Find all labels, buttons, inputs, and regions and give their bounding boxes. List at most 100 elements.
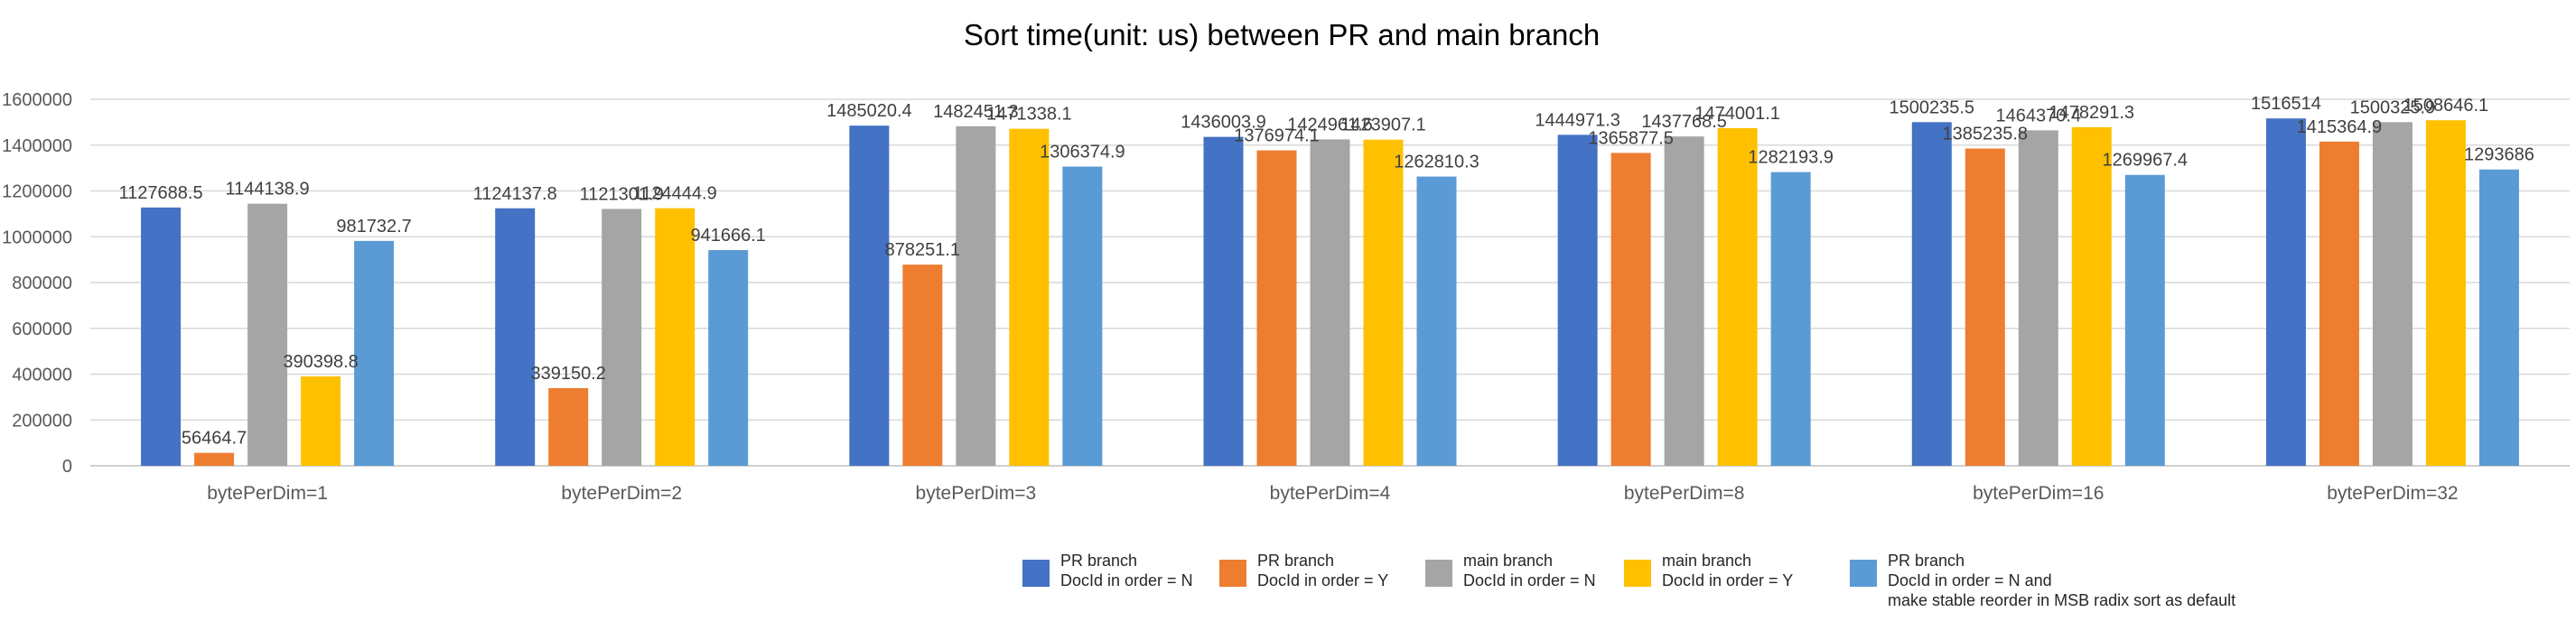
bar [1610,153,1651,467]
bar [2071,126,2112,466]
bar [2124,174,2165,466]
data-label: 941666.1 [691,226,766,246]
bar [2425,120,2466,467]
bar [1363,139,1404,466]
legend-label: PR branch DocId in order = Y [1257,552,1388,589]
data-label: 1365877.5 [1588,128,1674,148]
legend-swatch [1022,560,1050,587]
bar [2265,118,2306,466]
y-tick-label: 600000 [12,320,72,339]
bar [1009,128,1050,467]
x-tick-label: bytePerDim=32 [2327,483,2458,504]
data-label: 1262810.3 [1394,153,1479,172]
bar [902,264,943,466]
bar [2372,122,2413,466]
data-label: 1485020.4 [826,101,912,121]
bar [194,452,235,466]
x-tick-label: bytePerDim=2 [561,483,682,504]
bar [247,203,288,467]
y-tick-label: 400000 [12,366,72,385]
data-label: 1415364.9 [2297,117,2383,137]
data-label: 56464.7 [182,429,247,449]
legend-label: main branch DocId in order = Y [1662,552,1793,589]
data-label: 1293686 [2464,145,2534,165]
legend-label: main branch DocId in order = N [1463,552,1596,589]
bar [354,240,395,466]
bar [1310,139,1350,466]
data-label: 1516514 [2251,94,2321,114]
data-label: 1482451.3 [933,102,1019,122]
data-label: 1464370.4 [1996,106,2082,125]
x-tick-label: bytePerDim=8 [1624,483,1745,504]
data-label: 1471338.1 [986,105,1072,125]
legend-label: PR branch DocId in order = N [1060,552,1193,589]
data-label: 1124137.8 [473,184,557,204]
data-label: 1444971.3 [1535,110,1620,130]
data-label: 339150.2 [531,364,606,384]
legend-swatch [1425,560,1452,587]
bar [1770,172,1811,466]
bar [301,376,341,466]
bar [1717,127,1758,466]
bar [1203,136,1244,466]
data-label: 1474001.1 [1694,104,1780,124]
data-label: 1269967.4 [2103,151,2189,171]
bar [2018,130,2058,466]
x-axis-ticks: bytePerDim=1 bytePerDim=2 bytePerDim=3 byte… [207,483,2458,504]
y-axis-ticks: 0 200000 400000 600000 800000 1000000 1200000 1… [2,90,72,477]
bar [495,208,536,466]
chart-title: Sort time(unit: us) between PR and main … [964,18,1600,51]
y-tick-label: 1000000 [2,227,72,247]
data-label: 1508646.1 [2403,96,2489,116]
data-label: 1144138.9 [226,180,310,200]
y-tick-label: 200000 [12,411,72,431]
data-label: 1385235.8 [1943,124,2029,144]
data-label: 1124444.9 [633,184,717,204]
data-label: 1423907.1 [1340,116,1426,135]
y-tick-label: 1200000 [2,182,72,202]
data-label: 1282193.9 [1748,148,1834,168]
data-label: 1306374.9 [1040,143,1125,162]
bar [1256,150,1297,466]
bar [1062,166,1103,466]
bar [1664,136,1704,466]
data-label: 1500325.9 [2350,97,2436,117]
bar [1965,148,2005,467]
bar [141,207,182,466]
x-tick-label: bytePerDim=4 [1270,483,1391,504]
bar [2319,141,2359,467]
legend: PR branch DocId in order = N PR branch DocI… [1022,552,2235,609]
bar [548,387,589,466]
bar [1416,176,1457,466]
legend-swatch [1850,560,1877,587]
data-labels: 1127688.5 56464.7 1144138.9 390398.8 981732.… [119,94,2534,448]
bar [655,208,695,466]
data-label: 1478291.3 [2049,103,2135,123]
x-tick-label: bytePerDim=3 [916,483,1037,504]
bar [1911,122,1952,466]
data-label: 1121301.9 [580,184,664,204]
data-label: 1376974.1 [1234,126,1320,146]
bars [141,118,2519,467]
legend-swatch [1219,560,1246,587]
bar [849,125,890,466]
bar [956,125,996,466]
y-tick-label: 0 [62,457,72,477]
data-label: 1436003.9 [1181,113,1266,133]
bar [1557,135,1598,466]
data-label: 1437768.5 [1641,112,1727,132]
bar [602,209,642,466]
data-label: 1424961.6 [1287,115,1373,135]
bar [2478,169,2519,466]
data-label: 1127688.5 [119,183,203,203]
data-label: 981732.7 [336,217,411,237]
y-tick-label: 800000 [12,274,72,293]
x-tick-label: bytePerDim=1 [207,483,328,504]
legend-label: PR branch DocId in order = N and make stab… [1888,552,2235,609]
data-label: 1500235.5 [1890,97,1975,117]
x-tick-label: bytePerDim=16 [1973,483,2104,504]
data-label: 878251.1 [885,240,960,260]
y-tick-label: 1600000 [2,90,72,110]
y-tick-label: 1400000 [2,136,72,156]
